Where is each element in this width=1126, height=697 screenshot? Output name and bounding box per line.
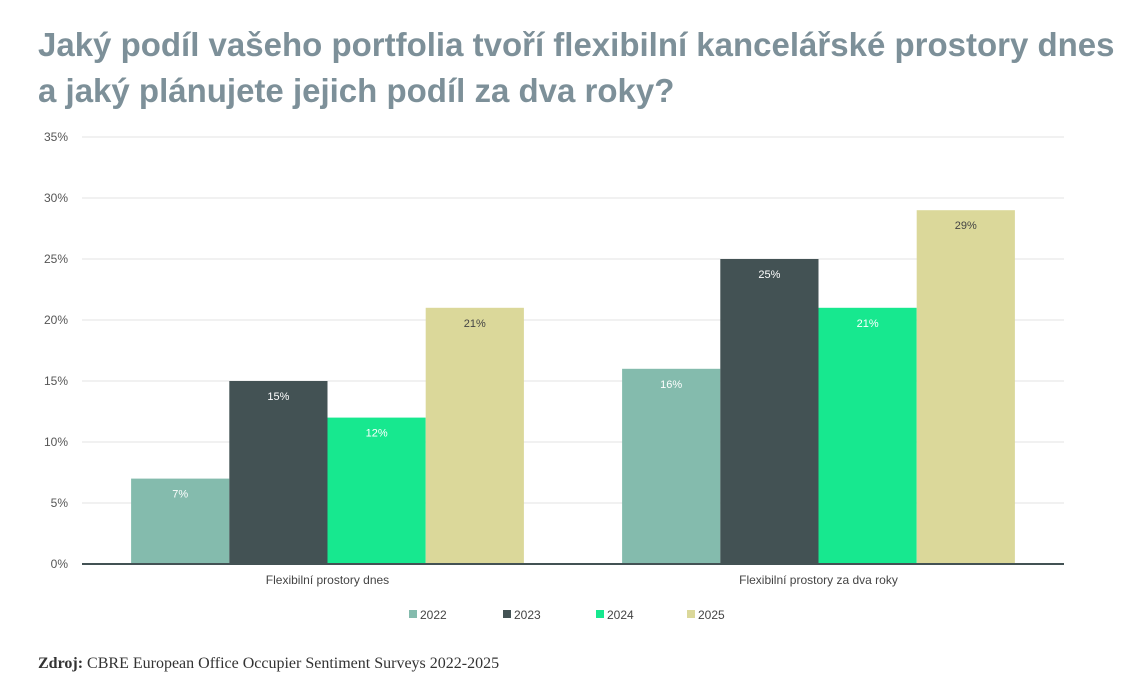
bar-2025 (916, 210, 1015, 564)
y-tick-label: 25% (44, 252, 68, 266)
data-label: 29% (955, 220, 977, 232)
bar-2023 (720, 259, 819, 564)
bar-2022 (131, 478, 230, 564)
x-tick-label: Flexibilní prostory dnes (266, 573, 389, 587)
y-tick-label: 0% (51, 557, 69, 571)
bar-2023 (229, 381, 328, 564)
x-tick-label: Flexibilní prostory za dva roky (739, 573, 898, 587)
data-label: 15% (267, 391, 289, 403)
legend-swatch-2025 (687, 610, 695, 618)
legend-label: 2022 (420, 608, 447, 622)
y-tick-label: 5% (51, 496, 69, 510)
y-tick-label: 20% (44, 313, 68, 327)
bar-2022 (622, 368, 721, 564)
bar-2024 (818, 307, 917, 564)
source-label: Zdroj: (38, 655, 84, 672)
y-tick-label: 30% (44, 191, 68, 205)
data-label: 21% (464, 318, 486, 330)
legend-swatch-2022 (409, 610, 417, 618)
legend-label: 2025 (698, 608, 725, 622)
y-tick-label: 15% (44, 374, 68, 388)
legend-label: 2024 (607, 608, 634, 622)
source-note: Zdroj: CBRE European Office Occupier Sen… (38, 655, 499, 673)
source-text: CBRE European Office Occupier Sentiment … (83, 655, 500, 672)
data-label: 25% (758, 269, 780, 281)
bar-2025 (425, 307, 524, 564)
legend-swatch-2024 (596, 610, 604, 618)
data-label: 7% (172, 489, 188, 501)
y-tick-label: 10% (44, 435, 68, 449)
y-tick-label: 35% (44, 130, 68, 144)
legend-label: 2023 (514, 608, 541, 622)
legend-swatch-2023 (503, 610, 511, 618)
chart-title: Jaký podíl vašeho portfolia tvoří flexib… (38, 26, 1115, 109)
data-label: 21% (857, 318, 879, 330)
bar-2024 (327, 417, 426, 564)
data-label: 16% (660, 379, 682, 391)
data-label: 12% (366, 428, 388, 440)
